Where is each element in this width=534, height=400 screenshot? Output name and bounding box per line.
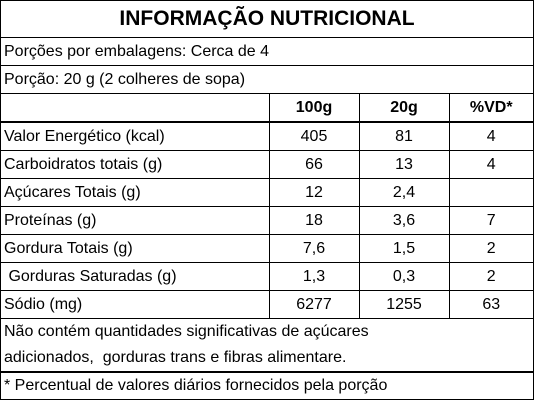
- cell: 81: [358, 121, 450, 151]
- cell: 1255: [358, 290, 450, 319]
- note: adicionados, gorduras trans e fibras ali…: [4, 349, 347, 366]
- cell: 66: [268, 150, 360, 179]
- table-row: Gordura Totais (g) 7,6 1,5 2: [1, 234, 533, 263]
- cell: 2,4: [358, 178, 450, 207]
- cell: 1,5: [358, 234, 450, 263]
- row-label: Gorduras Saturadas (g): [1, 262, 270, 291]
- cell: 1,3: [268, 262, 360, 291]
- cell: 2: [448, 234, 533, 263]
- cell: 3,6: [358, 206, 450, 235]
- header-cell: 100g: [268, 93, 360, 123]
- cell: 63: [448, 290, 533, 319]
- header-row: 100g 20g %VD*: [1, 93, 533, 123]
- title: INFORMAÇÃO NUTRICIONAL: [1, 1, 533, 38]
- footnote: * Percentual de valores diários fornecid…: [1, 371, 533, 399]
- cell: 12: [268, 178, 360, 207]
- cell: 13: [358, 150, 450, 179]
- table-row: Sódio (mg) 6277 1255 63: [1, 290, 533, 319]
- nutrition-table: 100g 20g %VD* Valor Energético (kcal) 405 81…: [1, 93, 533, 319]
- table-row: Açúcares Totais (g) 12 2,4: [1, 178, 533, 207]
- row-label: Sódio (mg): [1, 290, 270, 319]
- cell: 18: [268, 206, 360, 235]
- row-label: Açúcares Totais (g): [1, 178, 270, 207]
- cell: 2: [448, 262, 533, 291]
- row-label: Valor Energético (kcal): [1, 121, 270, 151]
- header-cell: 20g: [358, 93, 450, 123]
- cell: 7,6: [268, 234, 360, 263]
- table-row: Gorduras Saturadas (g) 1,3 0,3 2: [1, 262, 533, 291]
- cell: 7: [448, 206, 533, 235]
- cell: 405: [268, 121, 360, 151]
- portion: Porção: 20 g (2 colheres de sopa): [4, 71, 246, 88]
- cell: [448, 178, 533, 207]
- cell: 4: [448, 150, 533, 179]
- row-label: Gordura Totais (g): [1, 234, 270, 263]
- header-cell: [1, 93, 270, 123]
- cell: 0,3: [358, 262, 450, 291]
- servings: Porções por embalagens: Cerca de 4: [1, 38, 533, 66]
- table-row: Carboidratos totais (g) 66 13 4: [1, 150, 533, 179]
- table-row: Proteínas (g) 18 3,6 7: [1, 206, 533, 235]
- header-cell: %VD*: [448, 93, 533, 123]
- cell: 6277: [268, 290, 360, 319]
- note: Não contém quantidades significativas de…: [4, 323, 369, 340]
- cell: 4: [448, 121, 533, 151]
- row-label: Proteínas (g): [1, 206, 270, 235]
- table-row: Valor Energético (kcal) 405 81 4: [1, 121, 533, 151]
- row-label: Carboidratos totais (g): [1, 150, 270, 179]
